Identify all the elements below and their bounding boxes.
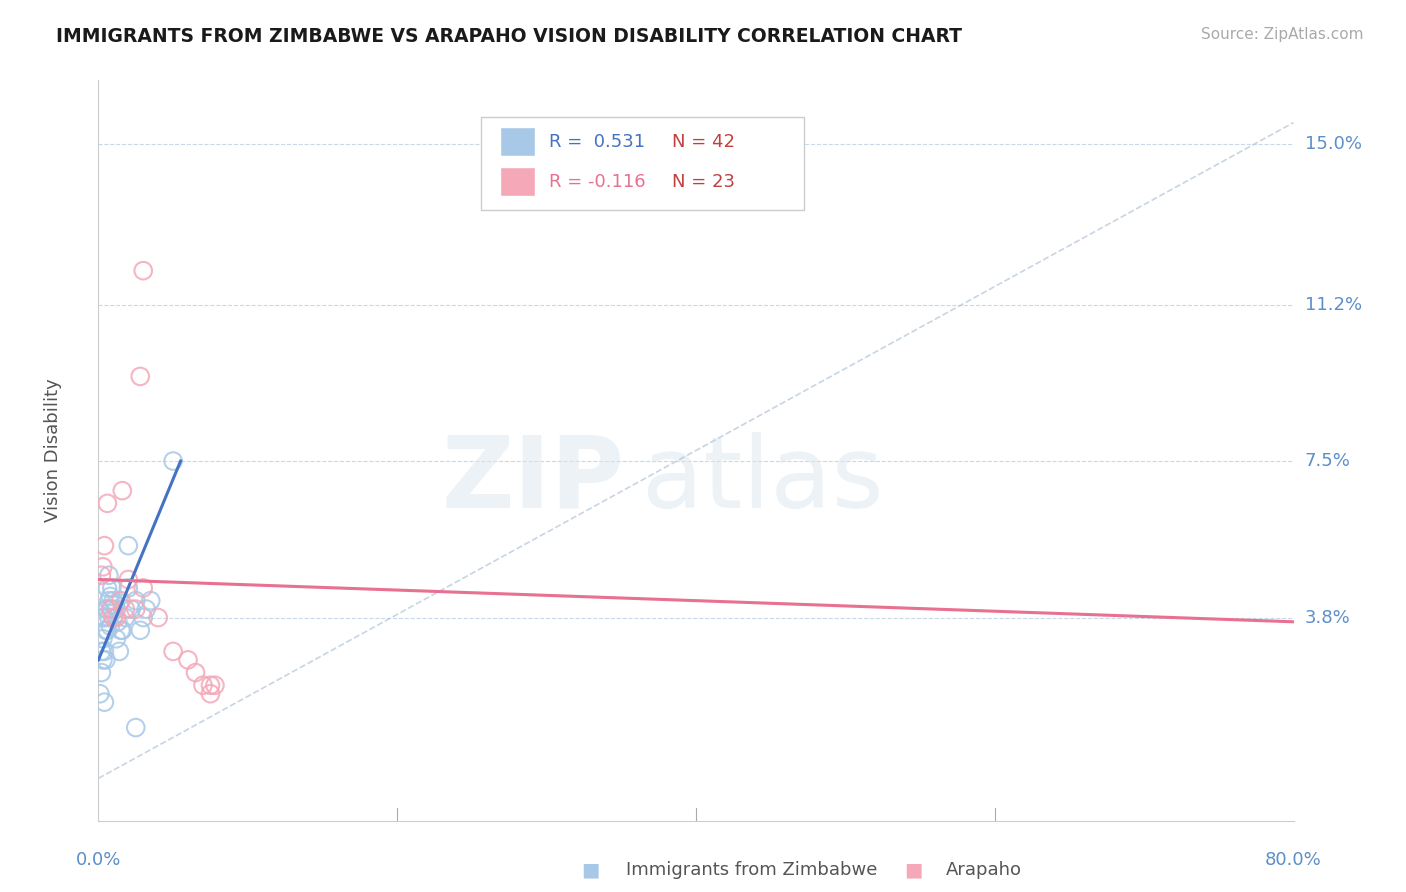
- Point: [93, 610, 115, 624]
- Point: [93, 695, 115, 709]
- Text: Immigrants from Zimbabwe: Immigrants from Zimbabwe: [626, 861, 877, 879]
- Point: [103, 610, 125, 624]
- Point: [117, 573, 139, 587]
- Text: R =  0.531: R = 0.531: [548, 133, 645, 151]
- Point: [125, 721, 148, 735]
- Text: 15.0%: 15.0%: [1305, 135, 1361, 153]
- Point: [94, 653, 117, 667]
- Point: [114, 610, 136, 624]
- Point: [200, 687, 222, 701]
- Point: [111, 624, 134, 638]
- Point: [125, 593, 148, 607]
- Text: 80.0%: 80.0%: [1265, 851, 1322, 869]
- Point: [111, 483, 134, 498]
- Point: [91, 559, 114, 574]
- FancyBboxPatch shape: [501, 168, 534, 195]
- Point: [96, 496, 118, 510]
- FancyBboxPatch shape: [481, 118, 804, 210]
- Point: [204, 678, 226, 692]
- Point: [98, 590, 122, 604]
- Text: ZIP: ZIP: [441, 432, 624, 529]
- Point: [132, 610, 155, 624]
- Point: [139, 593, 162, 607]
- Point: [162, 454, 184, 468]
- Text: R = -0.116: R = -0.116: [548, 173, 645, 191]
- Point: [103, 593, 125, 607]
- Point: [200, 678, 222, 692]
- Text: Arapaho: Arapaho: [946, 861, 1022, 879]
- Point: [97, 593, 120, 607]
- Point: [114, 602, 136, 616]
- Text: 0.0%: 0.0%: [76, 851, 121, 869]
- Point: [105, 632, 128, 646]
- Point: [97, 568, 120, 582]
- Text: 7.5%: 7.5%: [1305, 452, 1351, 470]
- Point: [98, 602, 122, 616]
- Point: [104, 598, 127, 612]
- Point: [132, 263, 155, 277]
- Point: [101, 602, 124, 616]
- Text: 3.8%: 3.8%: [1305, 608, 1350, 626]
- Text: Source: ZipAtlas.com: Source: ZipAtlas.com: [1201, 27, 1364, 42]
- Point: [108, 644, 131, 658]
- Point: [90, 665, 112, 680]
- Point: [91, 632, 114, 646]
- Point: [93, 539, 115, 553]
- Point: [129, 369, 152, 384]
- Point: [96, 624, 118, 638]
- Point: [98, 619, 122, 633]
- Point: [97, 610, 120, 624]
- Point: [94, 624, 117, 638]
- Point: [162, 644, 184, 658]
- Point: [94, 602, 117, 616]
- Point: [96, 602, 118, 616]
- Point: [110, 624, 132, 638]
- Point: [110, 593, 132, 607]
- FancyBboxPatch shape: [501, 128, 534, 156]
- Text: ■: ■: [581, 860, 600, 880]
- Text: IMMIGRANTS FROM ZIMBABWE VS ARAPAHO VISION DISABILITY CORRELATION CHART: IMMIGRANTS FROM ZIMBABWE VS ARAPAHO VISI…: [56, 27, 962, 45]
- Point: [91, 653, 114, 667]
- Point: [191, 678, 214, 692]
- Point: [129, 624, 152, 638]
- Point: [103, 610, 125, 624]
- Point: [117, 581, 139, 595]
- Point: [135, 602, 157, 616]
- Point: [125, 602, 148, 616]
- Point: [101, 581, 124, 595]
- Point: [107, 615, 129, 629]
- Text: ■: ■: [904, 860, 924, 880]
- Point: [132, 581, 155, 595]
- Text: Vision Disability: Vision Disability: [44, 378, 62, 523]
- Point: [93, 644, 115, 658]
- Point: [117, 539, 139, 553]
- Point: [89, 687, 111, 701]
- Text: N = 42: N = 42: [672, 133, 735, 151]
- Point: [184, 665, 207, 680]
- Point: [120, 602, 142, 616]
- Point: [105, 610, 128, 624]
- Point: [105, 602, 128, 616]
- Point: [90, 568, 112, 582]
- Point: [148, 610, 170, 624]
- Point: [91, 610, 114, 624]
- Text: 11.2%: 11.2%: [1305, 295, 1362, 313]
- Text: atlas: atlas: [643, 432, 884, 529]
- Point: [96, 581, 118, 595]
- Point: [177, 653, 200, 667]
- Text: N = 23: N = 23: [672, 173, 735, 191]
- Point: [90, 644, 112, 658]
